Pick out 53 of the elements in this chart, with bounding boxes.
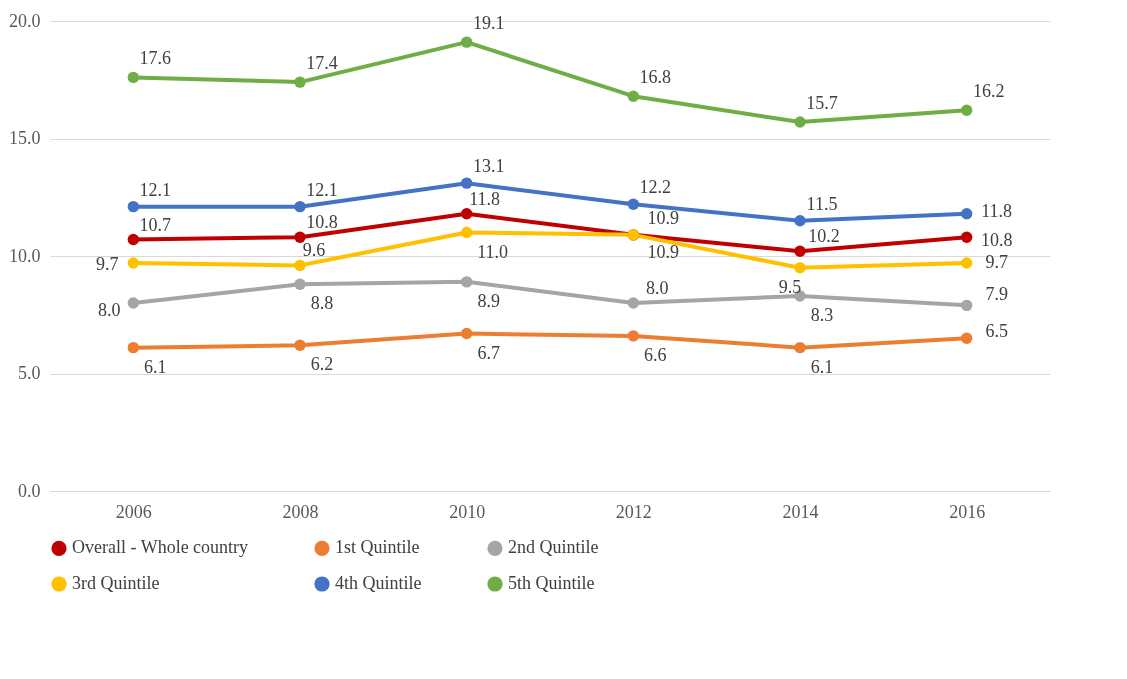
data-label: 6.1 [810, 356, 834, 377]
data-label: 6.1 [144, 356, 167, 377]
data-label: 8.8 [310, 293, 334, 314]
y-tick-label: 20.0 [9, 10, 41, 31]
data-label: 19.1 [472, 13, 505, 34]
data-label: 16.2 [972, 81, 1005, 102]
y-tick-label: 10.0 [9, 245, 41, 266]
data-label: 10.2 [808, 226, 840, 247]
data-label: 10.8 [306, 212, 338, 233]
data-label: 11.8 [981, 200, 1013, 221]
legend-label: Overall - Whole country [72, 537, 249, 558]
data-label: 9.7 [96, 254, 119, 275]
data-label: 10.7 [139, 214, 172, 235]
data-label: 7.9 [985, 284, 1008, 305]
data-label: 8.0 [646, 278, 669, 298]
data-label: 15.7 [806, 93, 838, 114]
y-tick-label: 5.0 [18, 363, 41, 383]
legend-label: 3rd Quintile [72, 573, 160, 593]
data-label: 16.8 [639, 67, 672, 88]
data-label: 6.5 [985, 321, 1008, 342]
data-label: 12.1 [306, 179, 338, 200]
data-label: 17.4 [306, 53, 338, 74]
data-label: 6.7 [477, 342, 500, 363]
data-label: 11.5 [806, 193, 838, 214]
x-tick-label: 2010 [449, 501, 486, 522]
data-label: 17.6 [139, 48, 172, 69]
data-label: 13.1 [472, 156, 505, 177]
legend-label: 5th Quintile [508, 573, 595, 593]
data-label: 11.8 [469, 188, 501, 209]
legend-label: 2nd Quintile [508, 537, 599, 558]
legend-label: 4th Quintile [335, 573, 422, 593]
x-tick-label: 2008 [282, 501, 319, 522]
data-label: 6.2 [310, 354, 334, 375]
x-tick-label: 2012 [615, 501, 652, 522]
data-label: 11.0 [477, 241, 509, 262]
data-label: 8.0 [98, 300, 121, 320]
data-label: 12.2 [639, 177, 672, 198]
x-tick-label: 2014 [782, 501, 819, 522]
y-tick-label: 15.0 [9, 128, 41, 148]
data-label: 10.8 [980, 230, 1013, 251]
data-label: 12.1 [139, 179, 172, 200]
data-label: 10.9 [647, 207, 680, 228]
data-label: 10.9 [647, 241, 680, 262]
data-label: 8.9 [477, 290, 500, 311]
data-label: 8.3 [810, 304, 834, 325]
y-tick-label: 0.0 [18, 480, 41, 501]
x-tick-label: 2006 [115, 501, 152, 522]
data-label: 6.6 [644, 344, 667, 365]
data-label: 9.5 [778, 276, 802, 297]
data-label: 9.7 [985, 252, 1008, 273]
x-tick-label: 2016 [949, 501, 986, 522]
data-label: 9.6 [302, 240, 326, 261]
legend-label: 1st Quintile [335, 537, 420, 558]
